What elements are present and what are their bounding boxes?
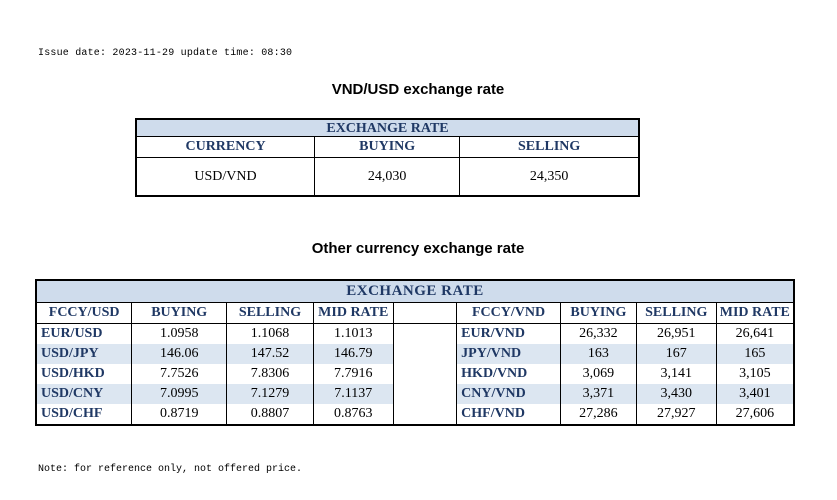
- header-mid-rate: MID RATE: [313, 302, 394, 324]
- header-buying: BUYING: [314, 136, 461, 158]
- vnd-usd-title: VND/USD exchange rate: [331, 81, 505, 98]
- pair-cell: USD/HKD: [36, 364, 133, 384]
- exchange-rate-band: EXCHANGE RATE: [36, 280, 794, 303]
- rate-cell: 0.8807: [226, 404, 314, 425]
- rate-cell: 165: [716, 344, 794, 364]
- exchange-rate-band: EXCHANGE RATE: [136, 119, 639, 137]
- spacer-cell: [393, 384, 458, 404]
- rate-cell: 3,371: [560, 384, 637, 404]
- rate-cell: 0.8719: [131, 404, 228, 425]
- reference-note: Note: for reference only, not offered pr…: [38, 464, 303, 475]
- rate-cell: 3,141: [636, 364, 717, 384]
- buying-cell: 24,030: [314, 157, 461, 196]
- header-fccy-vnd: FCCY/VND: [456, 302, 561, 324]
- table-row: USD/CHF 0.8719 0.8807 0.8763 CHF/VND 27,286 27…: [36, 404, 794, 425]
- spacer-cell: [393, 364, 458, 384]
- rate-cell: 7.7526: [131, 364, 228, 384]
- rate-cell: 1.0958: [131, 323, 228, 344]
- spacer-cell: [393, 404, 458, 425]
- header-buying: BUYING: [131, 302, 228, 324]
- rate-cell: 7.7916: [313, 364, 394, 384]
- rate-cell: 7.1279: [226, 384, 314, 404]
- pair-cell: USD/CHF: [36, 404, 133, 425]
- pair-cell: EUR/USD: [36, 323, 133, 344]
- table-row: USD/CNY 7.0995 7.1279 7.1137 CNY/VND 3,371 3,4…: [36, 384, 794, 404]
- table-row: USD/JPY 146.06 147.52 146.79 JPY/VND 163 167 16…: [36, 344, 794, 364]
- header-selling: SELLING: [636, 302, 717, 324]
- spacer-cell: [393, 344, 458, 364]
- table-row: EUR/USD 1.0958 1.1068 1.1013 EUR/VND 26,332 26…: [36, 323, 794, 344]
- header-mid-rate: MID RATE: [716, 302, 794, 324]
- rate-cell: 146.06: [131, 344, 228, 364]
- rate-cell: 27,606: [735, 406, 775, 421]
- rate-cell: 167: [636, 344, 717, 364]
- rate-cell: 163: [560, 344, 637, 364]
- table-band-row: EXCHANGE RATE: [136, 119, 639, 137]
- rate-cell: 3,069: [560, 364, 637, 384]
- rate-cell: 26,641: [735, 326, 775, 341]
- spacer-cell: [393, 302, 458, 324]
- rate-cell: 3,430: [636, 384, 717, 404]
- rate-cell: 3,105: [739, 366, 771, 381]
- header-selling: SELLING: [226, 302, 314, 324]
- pair-cell: USD/JPY: [36, 344, 133, 364]
- other-currency-title: Other currency exchange rate: [311, 240, 525, 257]
- table-header-row: FCCY/USD BUYING SELLING MID RATE FCCY/VN…: [36, 302, 794, 324]
- rate-cell: 1.1013: [313, 323, 394, 344]
- other-currency-rows: EUR/USD 1.0958 1.1068 1.1013 EUR/VND 26,332 26…: [36, 323, 794, 425]
- header-selling: SELLING: [459, 136, 639, 158]
- issue-date-line: Issue date: 2023-11-29 update time: 08:3…: [38, 48, 293, 59]
- rate-cell: 3,401: [716, 384, 794, 404]
- rate-cell: 7.0995: [131, 384, 228, 404]
- rate-cell: 0.8763: [313, 404, 394, 425]
- other-currency-table: EXCHANGE RATE FCCY/USD BUYING SELLING MI…: [35, 279, 795, 426]
- header-fccy-usd: FCCY/USD: [36, 302, 133, 324]
- vnd-usd-table: EXCHANGE RATE CURRENCY BUYING SELLING US…: [135, 118, 640, 197]
- rate-cell: 27,286: [560, 404, 637, 425]
- selling-cell: 24,350: [529, 168, 569, 184]
- pair-cell: CNY/VND: [456, 384, 561, 404]
- rate-cell: 146.79: [313, 344, 394, 364]
- header-currency: CURRENCY: [136, 136, 316, 158]
- pair-cell: USD/CNY: [36, 384, 133, 404]
- rate-cell: 26,332: [560, 323, 637, 344]
- table-header-row: CURRENCY BUYING SELLING: [136, 136, 639, 158]
- pair-cell: CHF/VND: [456, 404, 561, 425]
- table-row: USD/VND 24,030 24,350: [136, 157, 639, 196]
- pair-cell: JPY/VND: [456, 344, 561, 364]
- rate-cell: 147.52: [226, 344, 314, 364]
- pair-cell: HKD/VND: [456, 364, 561, 384]
- rate-cell: 1.1068: [226, 323, 314, 344]
- pair-cell: EUR/VND: [456, 323, 561, 344]
- rate-cell: 26,951: [636, 323, 717, 344]
- rate-cell: 7.1137: [313, 384, 394, 404]
- spacer-cell: [393, 323, 458, 344]
- header-buying: BUYING: [560, 302, 637, 324]
- rate-cell: 7.8306: [226, 364, 314, 384]
- currency-cell: USD/VND: [136, 157, 316, 196]
- rate-cell: 27,927: [636, 404, 717, 425]
- table-row: USD/HKD 7.7526 7.8306 7.7916 HKD/VND 3,069 3,1…: [36, 364, 794, 384]
- table-band-row: EXCHANGE RATE: [36, 280, 794, 303]
